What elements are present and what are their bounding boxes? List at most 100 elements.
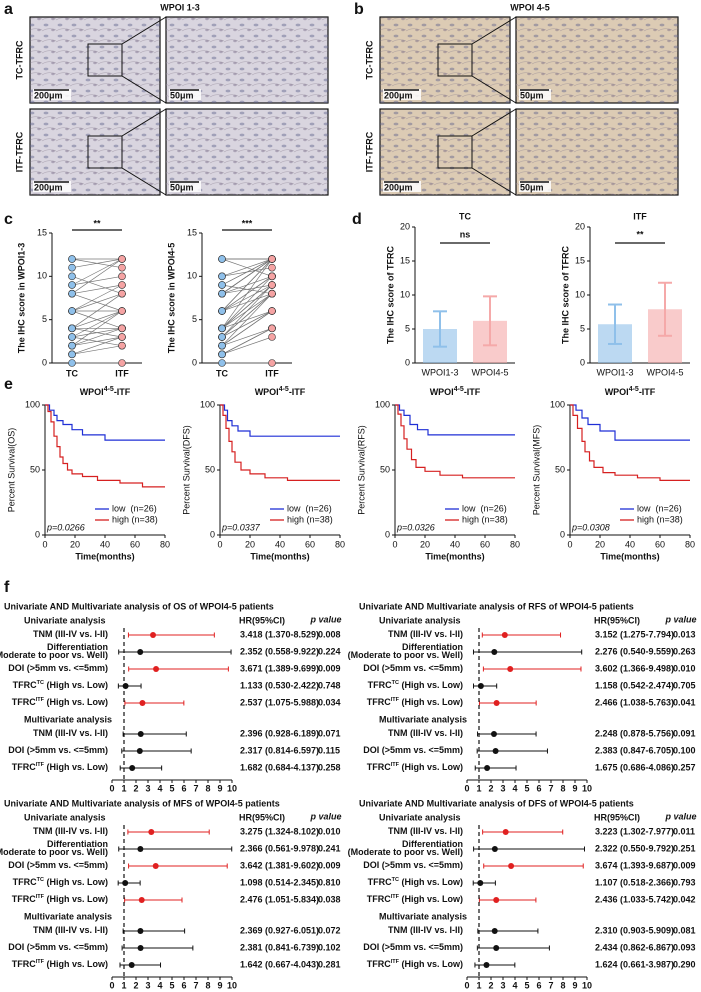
point [218, 359, 226, 367]
legend-label: low (n=26) [287, 503, 332, 513]
row-label-text: (High vs. Low) [399, 697, 463, 707]
row-label-text: (Moderate to poor vs. Well) [0, 847, 108, 857]
row-label-text: TNM (III-IV vs. I-II) [33, 728, 108, 738]
row-label: TFRCITF (High vs. Low) [367, 959, 463, 969]
x-tick-label: WPOI4-5 [471, 367, 508, 377]
row-label-sup: ITF [391, 959, 400, 965]
panel-letter: c [4, 211, 13, 228]
row-label-text: (Moderate to poor vs. Well) [0, 650, 108, 660]
row-label: (Moderate to poor vs. Well) [348, 650, 463, 660]
legend-label: high (n=38) [637, 514, 683, 524]
hr-point [129, 765, 136, 771]
x-tick-label: 3 [500, 783, 505, 793]
pair-line [221, 258, 273, 294]
row-label-text: TNM (III-IV vs. I-II) [33, 629, 108, 639]
zoom-line [121, 16, 167, 45]
y-tick-label: 5 [405, 323, 410, 333]
survival-curve [45, 404, 165, 488]
micrograph-texture [166, 109, 328, 195]
x-tick-label: 8 [560, 783, 565, 793]
y-tick-label: 100 [375, 399, 390, 409]
title-part: -ITF [639, 387, 656, 397]
x-tick-label: WPOI4-5 [646, 367, 683, 377]
row-label: (Moderate to poor vs. Well) [0, 847, 108, 857]
row-label: Differentiation [47, 839, 108, 849]
row-label-text: (Moderate to poor vs. Well) [348, 650, 463, 660]
point [118, 263, 126, 272]
title-part: -ITF [289, 387, 306, 397]
zoom-box [87, 135, 123, 169]
p-value: p=0.0308 [571, 522, 610, 532]
title-part: WPOI [255, 387, 279, 397]
ci-label: 1.675 (0.686-4.086) [595, 762, 674, 772]
row-label-text: TFRC [367, 959, 391, 969]
ci-label: 2.317 (0.814-6.597) [240, 745, 319, 755]
row-label: DOI (>5mm vs. <=5mm) [363, 942, 463, 952]
pair-line [221, 293, 273, 312]
significance: ** [636, 229, 644, 239]
row-label-text: (High vs. Low) [44, 697, 108, 707]
pair-line [71, 276, 123, 294]
y-tick-label: 10 [37, 271, 47, 281]
x-tick-label: 60 [305, 539, 315, 549]
row-label: TFRCTC (High vs. Low) [13, 680, 108, 690]
row-label: TFRCITF (High vs. Low) [12, 697, 108, 707]
p-label: 0.810 [318, 877, 341, 887]
row-label: (Moderate to poor vs. Well) [0, 650, 108, 660]
panel-letter: f [4, 579, 10, 596]
row-label-sup: TC [392, 680, 399, 686]
y-tick-label: 0 [580, 357, 585, 367]
hr-point [477, 880, 484, 886]
zoom-line [471, 75, 517, 104]
point [68, 359, 76, 367]
hr-point [508, 863, 515, 869]
pair-line [71, 293, 123, 312]
x-tick-label: 4 [512, 783, 517, 793]
p-value: p=0.0326 [396, 522, 435, 532]
row-label-text: DOI (>5mm vs. <=5mm) [363, 663, 463, 673]
x-tick-label: 40 [275, 539, 285, 549]
row-label-sup: ITF [36, 762, 45, 768]
x-tick-label: 3 [500, 980, 505, 990]
x-tick-label: 6 [536, 980, 541, 990]
x-axis-label: Time(months) [425, 551, 484, 561]
y-tick-label: 10 [575, 289, 585, 299]
x-tick-label: 6 [181, 980, 186, 990]
p-label: 0.071 [318, 728, 341, 738]
panel-letter: e [4, 376, 13, 393]
x-tick-label: 9 [572, 980, 577, 990]
ci-label: 2.436 (1.033-5.742) [595, 894, 674, 904]
row-label-text: TNM (III-IV vs. I-II) [388, 826, 463, 836]
point [268, 289, 276, 298]
hr-point [484, 765, 491, 771]
p-label: 0.748 [318, 680, 341, 690]
point [68, 307, 76, 315]
row-label-text: (High vs. Low) [399, 762, 463, 772]
pair-line [221, 284, 273, 329]
scale-label: 50μm [170, 90, 194, 100]
survival-curve [45, 404, 165, 441]
ci-label: 2.381 (0.841-6.739) [240, 942, 319, 952]
row-label-text: TFRC [368, 680, 392, 690]
point [118, 272, 126, 281]
x-tick-label: 0 [464, 980, 469, 990]
pair-line [221, 310, 273, 346]
pair-line [71, 258, 123, 286]
hr-point [507, 666, 514, 672]
zoom-line [471, 108, 517, 137]
y-tick-label: 10 [187, 271, 197, 281]
row-label-sup: TC [37, 877, 44, 883]
row-label: Differentiation [47, 642, 108, 652]
point [118, 333, 126, 341]
scale-label: 50μm [170, 182, 194, 192]
x-tick-label: 6 [181, 783, 186, 793]
x-tick-label: 0 [464, 783, 469, 793]
survival-curve [395, 404, 515, 436]
zoom-line [121, 75, 167, 104]
row-label: TFRCITF (High vs. Low) [367, 762, 463, 772]
point [268, 255, 276, 263]
hr-point [491, 846, 498, 852]
group-heading: Multivariate analysis [379, 911, 467, 921]
row-label: DOI (>5mm vs. <=5mm) [8, 745, 108, 755]
legend-label: high (n=38) [112, 514, 158, 524]
